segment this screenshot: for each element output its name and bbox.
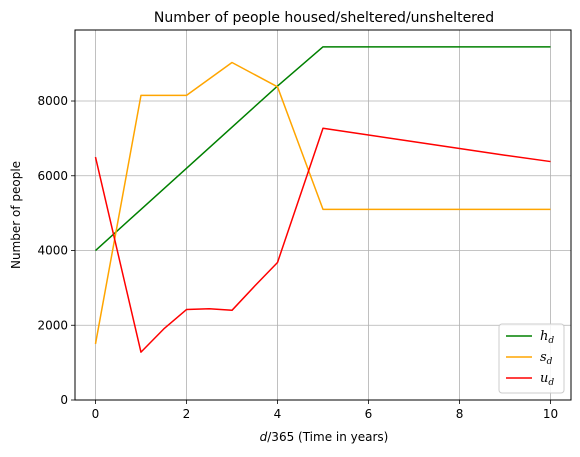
legend-entry-u: ud bbox=[540, 371, 554, 388]
y-axis-label: Number of people bbox=[9, 161, 23, 269]
axis-ticks: 0 2 4 6 8 10 0 2000 4000 6000 8000 bbox=[37, 94, 558, 421]
x-tick-label: 6 bbox=[365, 407, 373, 421]
plot-frame bbox=[74, 29, 572, 401]
x-tick-label: 4 bbox=[274, 407, 282, 421]
legend: hd sd ud bbox=[498, 323, 565, 394]
series-line-u bbox=[94, 127, 551, 353]
x-axis-label-variable: d bbox=[260, 430, 268, 444]
x-tick-label: 0 bbox=[92, 407, 100, 421]
x-axis-label-text: /365 (Time in years) bbox=[267, 430, 388, 444]
y-tick-label: 6000 bbox=[37, 169, 68, 183]
series-line-h bbox=[94, 46, 551, 252]
series-lines bbox=[94, 46, 551, 353]
legend-entry-h: hd bbox=[540, 329, 554, 346]
x-tick-label: 2 bbox=[183, 407, 191, 421]
y-tick-label: 2000 bbox=[37, 318, 68, 332]
x-axis-label: d/365 (Time in years) bbox=[260, 430, 389, 444]
chart-title: Number of people housed/sheltered/unshel… bbox=[154, 10, 494, 26]
legend-entry-s: sd bbox=[540, 350, 553, 367]
y-tick-label: 4000 bbox=[37, 244, 68, 258]
y-tick-label: 0 bbox=[60, 393, 68, 407]
series-line-s bbox=[94, 61, 551, 345]
y-tick-label: 8000 bbox=[37, 94, 68, 108]
x-tick-label: 10 bbox=[543, 407, 558, 421]
legend-box bbox=[498, 323, 565, 394]
x-tick-label: 8 bbox=[456, 407, 464, 421]
